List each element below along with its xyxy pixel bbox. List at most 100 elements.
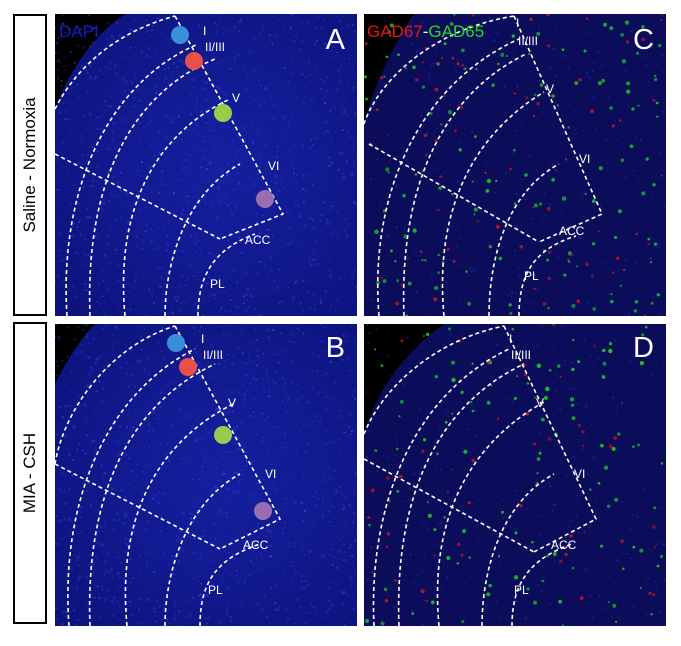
nucleus-speck: [338, 438, 341, 441]
nucleus-speck: [223, 325, 225, 327]
nucleus-speck: [257, 603, 260, 606]
nucleus-speck: [198, 25, 201, 28]
nucleus-speck: [161, 32, 164, 34]
nucleus-speck: [155, 85, 158, 88]
gad67-cell: [471, 458, 475, 463]
nucleus-speck: [181, 415, 184, 418]
nucleus-speck: [67, 508, 69, 510]
layer-5-marker: [214, 104, 232, 122]
nucleus-speck: [200, 87, 203, 90]
nucleus-speck: [109, 91, 111, 93]
nucleus-speck: [245, 287, 247, 289]
nucleus-speck: [110, 35, 114, 38]
nucleus-speck: [331, 548, 334, 551]
gad67-cell: [459, 105, 464, 110]
nucleus-speck: [283, 432, 287, 436]
nucleus-speck: [328, 182, 330, 185]
nucleus-speck: [180, 212, 184, 216]
nucleus-speck: [328, 165, 331, 167]
nucleus-speck: [139, 217, 142, 220]
nucleus-speck: [257, 419, 259, 421]
nucleus-speck: [152, 184, 154, 187]
nucleus-speck: [73, 338, 76, 341]
nucleus-speck: [218, 240, 221, 243]
nucleus-speck: [336, 248, 339, 251]
nucleus-speck: [221, 182, 223, 184]
gad65-cell: [471, 362, 474, 365]
background-speck: [449, 212, 451, 214]
nucleus-speck: [217, 14, 220, 16]
region-label-layer-6: VI: [268, 159, 280, 173]
nucleus-speck: [267, 276, 269, 278]
gad67-cell: [496, 224, 500, 229]
background-speck: [476, 197, 479, 200]
nucleus-speck: [96, 116, 98, 119]
row-label-text: MIA - CSH: [20, 432, 39, 514]
background-speck: [561, 351, 563, 353]
nucleus-speck: [232, 160, 234, 162]
nucleus-speck: [336, 403, 339, 406]
nucleus-speck: [101, 208, 104, 210]
nucleus-speck: [124, 495, 127, 498]
nucleus-speck: [149, 119, 153, 123]
background-speck: [556, 530, 559, 533]
nucleus-speck: [345, 218, 347, 221]
nucleus-speck: [74, 251, 78, 254]
nucleus-speck: [164, 465, 166, 468]
nucleus-speck: [263, 594, 266, 597]
nucleus-speck: [322, 515, 325, 519]
background-speck: [610, 167, 612, 169]
nucleus-speck: [277, 109, 279, 111]
background-speck: [568, 102, 572, 106]
nucleus-speck: [67, 188, 69, 190]
background-speck: [368, 525, 371, 528]
background-speck: [512, 619, 514, 621]
nucleus-speck: [289, 71, 293, 75]
background-speck: [394, 263, 397, 266]
gad65-cell: [433, 528, 437, 532]
nucleus-speck: [172, 252, 174, 255]
background-speck: [460, 301, 462, 303]
gad65-cell: [444, 420, 448, 424]
gad67-cell: [434, 87, 439, 92]
nucleus-speck: [300, 486, 303, 490]
nucleus-speck: [328, 275, 332, 278]
nucleus-speck: [193, 185, 196, 188]
nucleus-speck: [235, 569, 238, 572]
nucleus-speck: [276, 434, 278, 436]
gad65-cell: [644, 325, 648, 329]
nucleus-speck: [255, 371, 257, 373]
background-speck: [460, 210, 463, 213]
background-speck: [485, 254, 487, 256]
background-speck: [615, 139, 618, 142]
nucleus-speck: [294, 281, 297, 284]
background-speck: [597, 154, 600, 157]
nucleus-speck: [136, 105, 138, 108]
gad65-cell: [383, 587, 388, 592]
nucleus-speck: [244, 125, 247, 127]
nucleus-speck: [224, 150, 227, 153]
background-speck: [439, 312, 442, 315]
background-speck: [426, 411, 429, 414]
background-speck: [389, 584, 392, 587]
background-speck: [476, 108, 479, 111]
background-speck: [392, 459, 395, 462]
background-speck: [375, 328, 378, 331]
nucleus-speck: [200, 572, 203, 575]
nucleus-speck: [340, 491, 342, 494]
nucleus-speck: [95, 309, 97, 312]
nucleus-speck: [267, 87, 270, 90]
background-speck: [611, 615, 613, 617]
nucleus-speck: [194, 551, 198, 554]
nucleus-speck: [119, 196, 122, 198]
nucleus-speck: [231, 363, 235, 366]
nucleus-speck: [205, 81, 208, 84]
background-speck: [577, 583, 579, 585]
nucleus-speck: [334, 381, 337, 384]
gad65-cell: [364, 75, 368, 79]
background-speck: [577, 531, 580, 534]
gad65-cell: [501, 510, 504, 514]
gad67-cell: [452, 259, 456, 263]
background-speck: [650, 373, 654, 376]
nucleus-speck: [238, 481, 241, 484]
